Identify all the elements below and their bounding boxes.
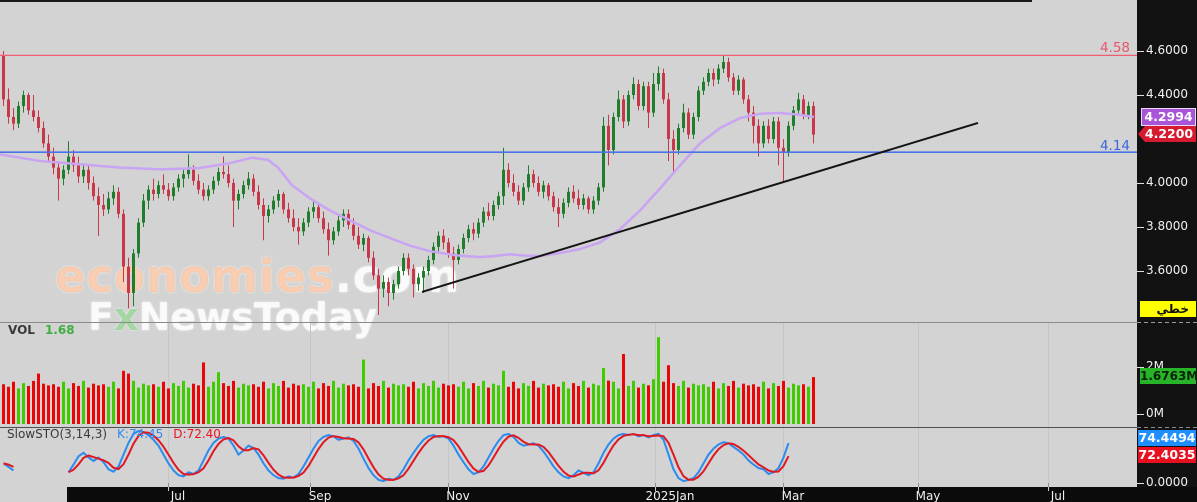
- y-axis-label: 0M: [1146, 406, 1164, 420]
- resistance-level-label: 4.58: [1099, 40, 1130, 56]
- watermark-com-text: .com: [334, 250, 461, 303]
- watermark-fxnewstoday: FxNewsToday: [88, 295, 377, 339]
- stochastic-k-badge: 74.4494: [1138, 430, 1196, 446]
- watermark-f: F: [88, 295, 114, 339]
- y-axis-label: 4.4000: [1146, 87, 1188, 101]
- y-axis-label: 0.0000: [1146, 475, 1188, 489]
- watermark-economies-text: economies: [55, 250, 335, 303]
- x-axis-label: May: [915, 489, 941, 502]
- y-axis-label: 4.6000: [1146, 43, 1188, 57]
- volume-value: 1.68: [44, 323, 75, 337]
- y-axis-label: 3.6000: [1146, 263, 1188, 277]
- support-level-label: 4.14: [1099, 138, 1130, 154]
- watermark-x: x: [113, 295, 139, 339]
- x-axis-label: Sep: [308, 489, 332, 502]
- y-axis-label: 3.8000: [1146, 219, 1188, 233]
- x-axis-label: Jul: [170, 489, 186, 502]
- scale-mode-badge[interactable]: خطي: [1140, 301, 1196, 317]
- x-axis-label: 2025Jan: [645, 489, 695, 502]
- stochastic-k-value: K:74.45: [117, 427, 164, 441]
- ma-price-badge: 4.2994: [1141, 108, 1196, 126]
- x-axis-label: Jul: [1050, 489, 1066, 502]
- price-scale-panel[interactable]: [1137, 0, 1197, 502]
- time-axis-bar[interactable]: [67, 487, 1197, 502]
- watermark-economies: economies.com: [55, 250, 460, 303]
- last-volume-badge: 1.6763M: [1140, 368, 1197, 384]
- stochastic-label: SlowSTO(3,14,3): [7, 427, 108, 441]
- stochastic-indicator-header: SlowSTO(3,14,3) K:74.45 D:72.40: [7, 427, 221, 441]
- y-axis-label: 4.0000: [1146, 175, 1188, 189]
- last-price-badge: 4.2200: [1138, 126, 1196, 142]
- x-axis-label: Mar: [781, 489, 805, 502]
- stochastic-d-value: D:72.40: [173, 427, 221, 441]
- stochastic-d-badge: 72.4035: [1138, 447, 1196, 463]
- watermark-newstoday: NewsToday: [138, 295, 378, 339]
- volume-label: VOL: [8, 323, 35, 337]
- volume-indicator-header: VOL 1.68: [8, 323, 75, 337]
- x-axis-label: Nov: [446, 489, 470, 502]
